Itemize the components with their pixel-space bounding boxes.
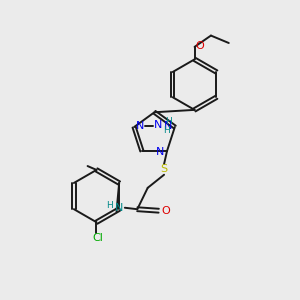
Text: N: N [115,203,123,213]
Text: H: H [165,117,172,126]
Text: N: N [164,122,172,131]
Text: N: N [154,120,163,130]
Text: H: H [106,201,113,210]
Text: O: O [161,206,170,216]
Text: O: O [195,41,204,51]
Text: N: N [136,121,144,130]
Text: Cl: Cl [92,233,103,243]
Text: H: H [164,125,170,134]
Text: N: N [156,147,165,157]
Text: S: S [160,164,168,174]
